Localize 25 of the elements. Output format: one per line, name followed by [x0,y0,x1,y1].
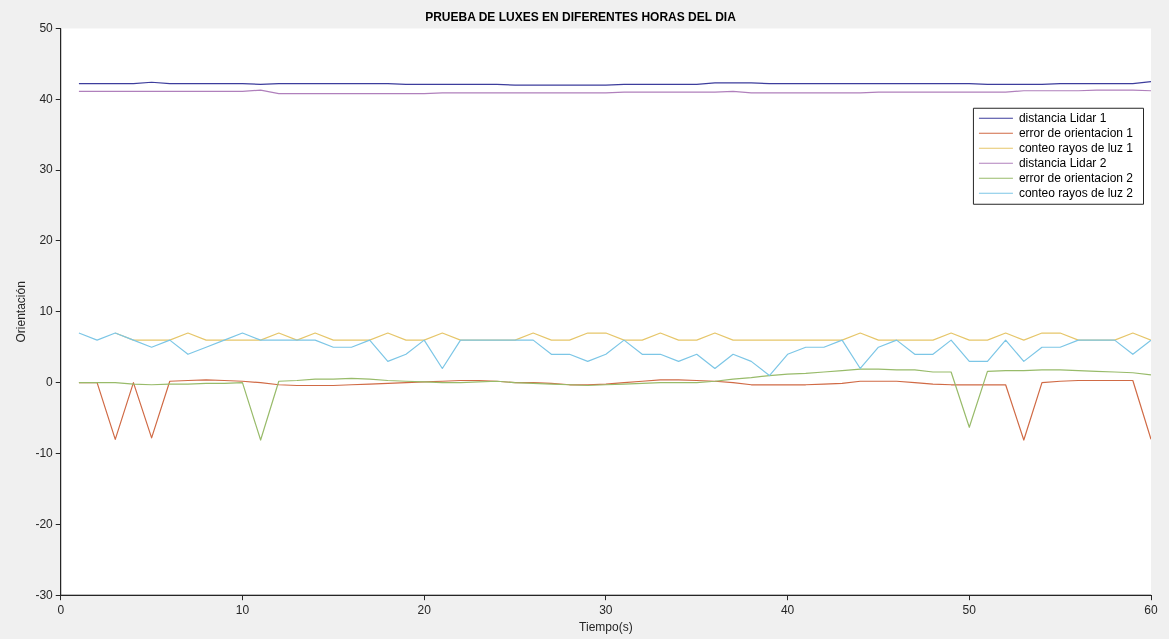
chart-title: PRUEBA DE LUXES EN DIFERENTES HORAS DEL DIA [425,9,737,24]
legend-label: distancia Lidar 1 [1018,110,1107,125]
legend-label: error de orientacion 1 [1018,125,1134,140]
y-tick-label: -20 [35,516,54,531]
x-tick-label: 0 [57,602,65,617]
y-tick-label: 0 [46,374,54,389]
legend-label: distancia Lidar 2 [1018,155,1107,170]
y-tick-label: 50 [39,20,54,35]
x-tick-label: 30 [599,602,613,617]
y-tick-label: 40 [39,91,54,106]
x-tick-label: 20 [417,602,432,617]
y-tick-label: 10 [39,304,54,319]
x-tick-label: 50 [962,602,977,617]
y-axis-title: Orientación [13,281,28,343]
x-axis-title: Tiempo(s) [579,620,633,635]
legend-label: conteo rayos de luz 2 [1018,185,1134,200]
y-tick-label: -10 [35,445,54,460]
y-tick-label: -30 [35,587,54,602]
legend-label: conteo rayos de luz 1 [1018,140,1134,155]
y-tick-label: 30 [39,162,54,177]
x-tick-label: 60 [1144,602,1158,617]
legend-label: error de orientacion 2 [1018,170,1134,185]
y-tick-label: 20 [39,233,54,248]
x-tick-label: 10 [235,602,250,617]
x-tick-label: 40 [780,602,795,617]
